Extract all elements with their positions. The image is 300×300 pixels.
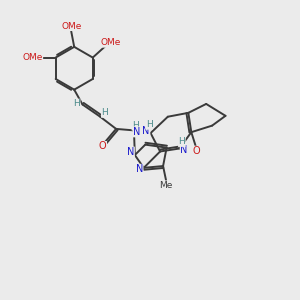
Text: H: H xyxy=(146,120,152,129)
Text: N: N xyxy=(136,164,143,174)
Text: OMe: OMe xyxy=(61,22,81,31)
Text: OMe: OMe xyxy=(101,38,122,47)
Text: N: N xyxy=(142,126,150,136)
Text: H: H xyxy=(132,121,139,130)
Text: N: N xyxy=(180,145,188,155)
Text: O: O xyxy=(99,141,106,152)
Text: Me: Me xyxy=(159,181,173,190)
Text: H: H xyxy=(73,99,80,108)
Text: H: H xyxy=(178,137,185,146)
Text: OMe: OMe xyxy=(22,53,43,62)
Text: O: O xyxy=(193,146,200,156)
Text: H: H xyxy=(101,108,108,117)
Text: N: N xyxy=(133,127,141,137)
Text: N: N xyxy=(127,147,134,157)
